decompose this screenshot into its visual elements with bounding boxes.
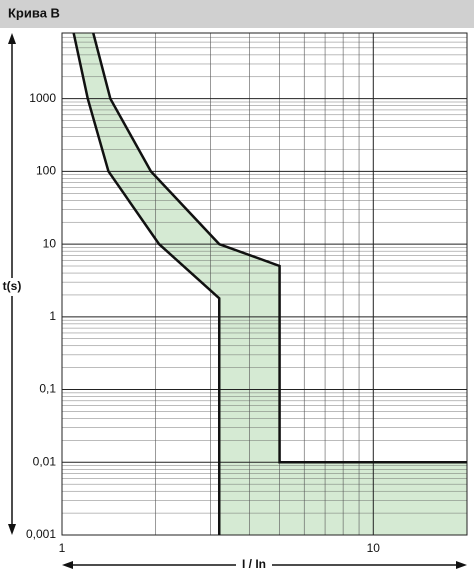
y-tick-label: 1	[49, 309, 56, 323]
chart-title: Крива B	[8, 5, 60, 20]
y-arrow-head	[8, 524, 16, 535]
boundary-curve	[72, 32, 221, 535]
band-fill	[73, 33, 467, 535]
y-tick-label: 1000	[29, 91, 56, 105]
x-arrow-head	[456, 561, 467, 569]
x-tick-label: 1	[59, 541, 66, 555]
plot	[61, 32, 468, 536]
x-axis-label: I / In	[242, 557, 266, 571]
y-arrow-head	[8, 33, 16, 44]
boundary-curve	[92, 32, 467, 464]
y-tick-label: 0,1	[39, 382, 56, 396]
label-bg	[236, 557, 272, 573]
y-tick-label: 0,01	[33, 454, 57, 468]
y-tick-label: 0,001	[26, 527, 56, 541]
y-tick-label: 10	[43, 236, 57, 250]
plot-frame	[61, 32, 468, 536]
y-tick-label: 100	[36, 164, 56, 178]
x-tick-label: 10	[367, 541, 381, 555]
y-axis-label: t(s)	[3, 279, 22, 293]
label-bg	[1, 278, 23, 296]
x-arrow-head	[62, 561, 73, 569]
header-bar	[0, 0, 474, 28]
